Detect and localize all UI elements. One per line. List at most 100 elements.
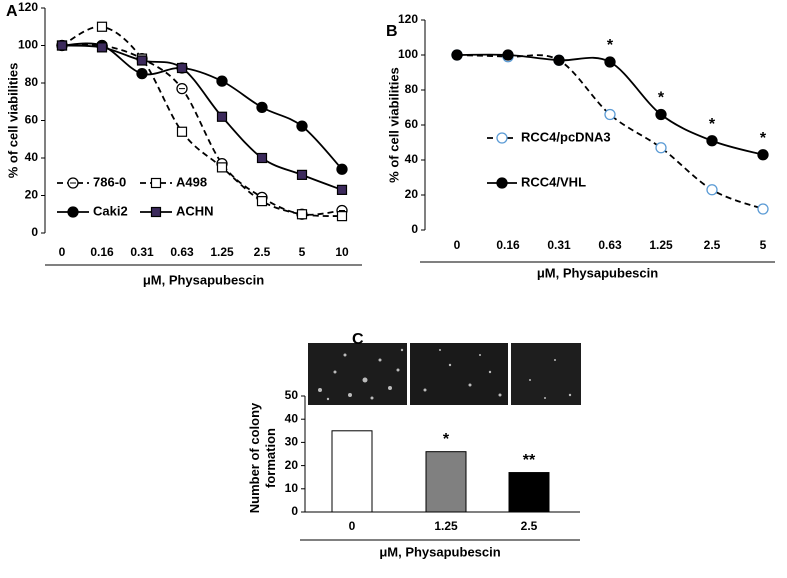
- significance: *: [760, 130, 767, 147]
- x-tick-label: 0.63: [170, 245, 194, 259]
- legend-label: RCC4/pcDNA3: [521, 129, 611, 144]
- marker: [96, 42, 108, 53]
- marker: [604, 108, 616, 121]
- panel-label: A: [6, 3, 18, 20]
- marker: [67, 206, 79, 218]
- y-tick-label: 50: [285, 388, 299, 402]
- line: [61, 42, 343, 170]
- legend-label: Caki2: [93, 203, 128, 218]
- bar: [425, 451, 467, 513]
- marker: [136, 55, 148, 66]
- marker: [757, 203, 769, 215]
- y-tick-label: 80: [405, 82, 419, 96]
- marker: [176, 126, 188, 137]
- x-tick-label: 2.5: [254, 245, 271, 259]
- x-axis-label: μM, Physapubescin: [537, 265, 658, 280]
- marker: [56, 40, 68, 51]
- marker: [496, 132, 508, 144]
- marker: [336, 184, 348, 195]
- y-tick-label: 30: [285, 435, 299, 449]
- x-tick-label: 0: [349, 519, 356, 533]
- legend-label: ACHN: [176, 203, 214, 218]
- marker: [256, 101, 268, 114]
- marker: [96, 21, 108, 32]
- y-tick-label: 120: [398, 12, 418, 26]
- legend-label: RCC4/VHL: [521, 174, 586, 189]
- y-tick-label: 40: [405, 152, 419, 166]
- significance: *: [709, 116, 716, 133]
- y-tick-label: 100: [398, 47, 418, 61]
- x-tick-label: 0.63: [598, 238, 622, 252]
- y-tick-label: 20: [405, 187, 419, 201]
- marker: [757, 149, 769, 161]
- y-tick-label: 80: [25, 75, 39, 89]
- x-tick-label: 0.31: [130, 245, 154, 259]
- marker: [216, 111, 228, 122]
- y-tick-label: 0: [31, 225, 38, 239]
- x-tick-label: 5: [299, 245, 306, 259]
- x-tick-label: 1.25: [434, 519, 458, 533]
- x-tick-label: 5: [760, 238, 767, 252]
- x-tick-label: 1.25: [649, 238, 673, 252]
- y-axis-label: Number of colony formation: [247, 402, 278, 514]
- legend-label: 786-0: [93, 174, 126, 189]
- marker: [336, 211, 348, 222]
- marker: [496, 177, 508, 189]
- legend-label: A498: [176, 174, 207, 189]
- marker: [604, 56, 616, 68]
- x-tick-label: 0.16: [496, 238, 520, 252]
- marker: [216, 162, 228, 173]
- x-axis-label: μM, Physapubescin: [143, 272, 264, 287]
- y-tick-label: 20: [285, 458, 299, 472]
- marker: [256, 152, 268, 164]
- marker: [336, 163, 348, 175]
- significance: *: [607, 37, 614, 54]
- y-tick-label: 60: [25, 113, 39, 127]
- marker: [296, 120, 308, 132]
- y-tick-label: 20: [25, 188, 39, 202]
- y-tick-label: 40: [285, 411, 299, 425]
- x-axis-label: μM, Physapubescin: [379, 544, 500, 559]
- bar: [508, 472, 550, 513]
- marker: [150, 177, 162, 189]
- y-tick-label: 0: [411, 222, 418, 236]
- panel-label: B: [386, 23, 398, 40]
- x-tick-label: 0: [454, 238, 461, 252]
- x-tick-label: 0.16: [90, 245, 114, 259]
- x-tick-label: 2.5: [704, 238, 721, 252]
- marker: [553, 54, 565, 66]
- significance: **: [523, 452, 536, 469]
- y-axis-label: % of cell viabilities: [386, 67, 401, 183]
- y-tick-label: 60: [405, 117, 419, 131]
- y-tick-label: 40: [25, 150, 39, 164]
- line: [61, 44, 343, 191]
- marker: [655, 142, 667, 154]
- x-tick-label: 0.31: [547, 238, 571, 252]
- x-tick-label: 1.25: [210, 245, 234, 259]
- significance: *: [443, 431, 450, 448]
- marker: [296, 209, 308, 220]
- marker: [150, 206, 162, 218]
- y-tick-label: 10: [285, 481, 299, 495]
- x-tick-label: 10: [335, 245, 349, 259]
- panel-label: C: [352, 331, 364, 348]
- y-tick-label: 120: [18, 0, 38, 14]
- marker: [216, 75, 228, 87]
- y-axis-label: % of cell viabilities: [5, 63, 20, 179]
- marker: [176, 62, 188, 74]
- y-tick-label: 0: [291, 504, 298, 518]
- marker: [136, 67, 148, 80]
- marker: [655, 108, 667, 121]
- marker: [706, 135, 718, 147]
- colony-images: [308, 343, 581, 405]
- y-tick-label: 100: [18, 38, 38, 52]
- significance: *: [658, 90, 665, 107]
- x-tick-label: 2.5: [521, 519, 538, 533]
- bar: [331, 430, 373, 513]
- marker: [706, 184, 718, 196]
- marker: [451, 49, 463, 61]
- marker: [296, 169, 308, 180]
- marker: [256, 196, 268, 207]
